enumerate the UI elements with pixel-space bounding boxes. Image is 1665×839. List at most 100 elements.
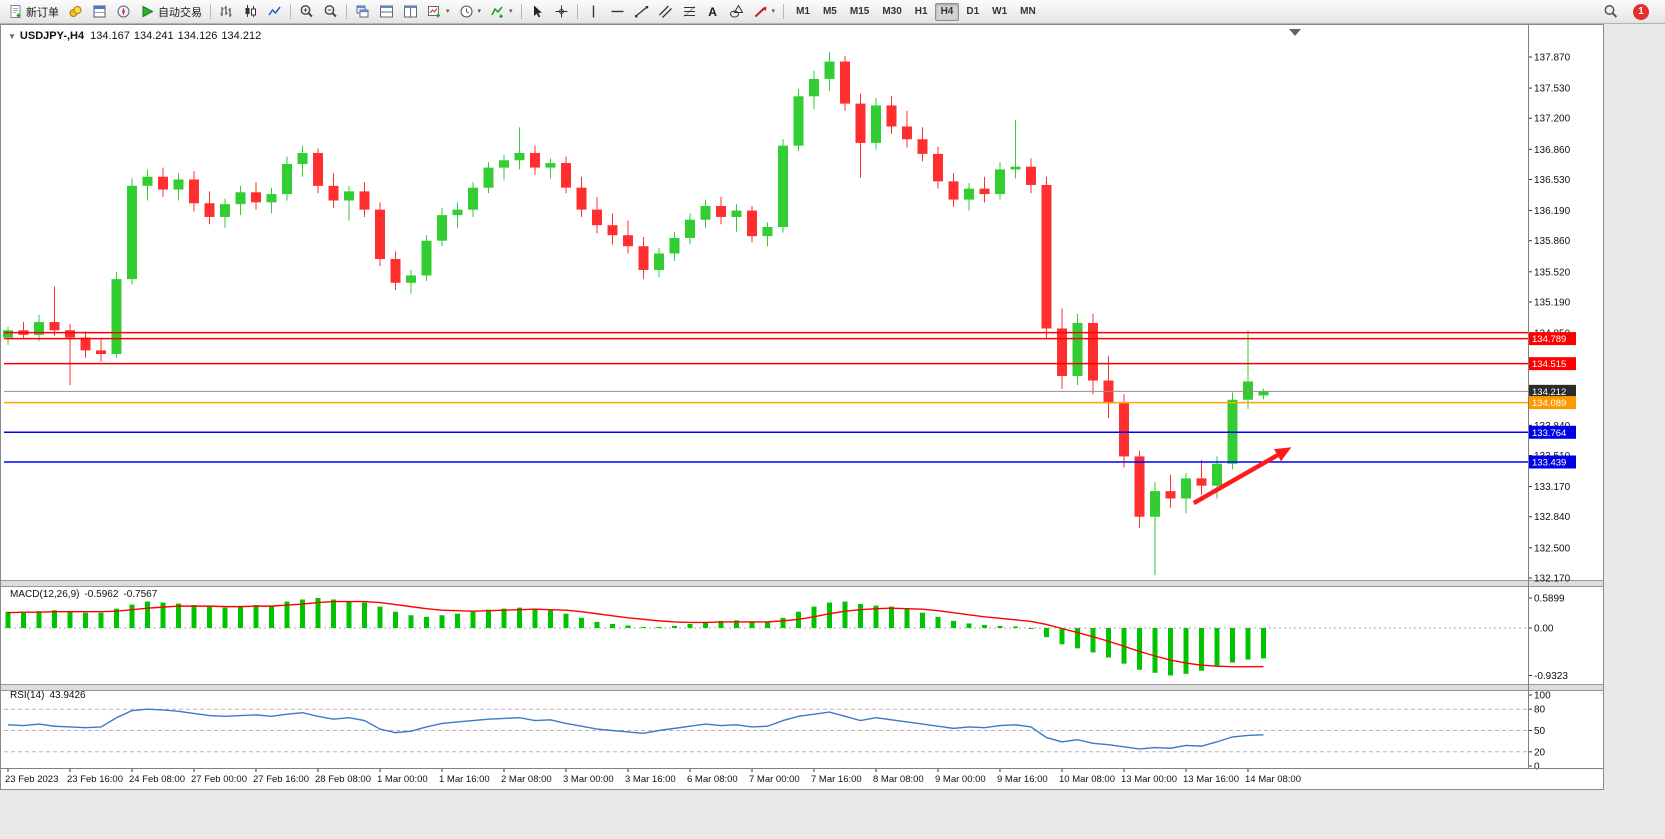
timeframe-button-mn[interactable]: MN [1014,3,1042,21]
svg-text:137.870: 137.870 [1534,53,1571,64]
bar-chart-icon [220,6,232,17]
indicator-icon [491,6,503,18]
vertical-line-button[interactable] [582,2,605,22]
search-icon [1604,4,1618,18]
indicators-button[interactable]: ▾ [486,2,517,22]
tile-horizontal-icon [380,5,393,18]
clock-icon [460,5,473,18]
svg-text:23 Feb 2023: 23 Feb 2023 [5,774,58,785]
fibonacci-icon [683,6,695,17]
svg-text:1 Mar 00:00: 1 Mar 00:00 [377,774,428,785]
timeframe-button-m15[interactable]: M15 [844,3,875,21]
timeframe-button-m1[interactable]: M1 [790,3,816,21]
svg-text:3 Mar 00:00: 3 Mar 00:00 [563,774,614,785]
compass-icon [117,5,130,18]
fibonacci-button[interactable] [678,2,701,22]
auto-trading-button[interactable]: 自动交易 [136,2,206,22]
horizontal-line-icon [611,10,624,13]
main-toolbar: 新订单 自动交易 ▾ ▾ [0,0,1665,24]
svg-text:134.212: 134.212 [1532,387,1566,398]
cursor-button[interactable] [526,2,549,22]
arrows-tool-button[interactable]: ▾ [749,2,780,22]
cursor-icon [533,5,542,18]
tile-horizontally-button[interactable] [375,2,398,22]
svg-text:2 Mar 08:00: 2 Mar 08:00 [501,774,552,785]
svg-text:27 Feb 16:00: 27 Feb 16:00 [253,774,309,785]
svg-text:134.789: 134.789 [1532,334,1566,345]
toolbar-separator [783,4,785,19]
text-tool-button[interactable]: A [702,2,724,22]
svg-text:136.860: 136.860 [1534,145,1571,156]
bar-chart-button[interactable] [215,2,238,22]
chart-title: ▼ USDJPY-,H4 134.167 134.241 134.126 134.212 [8,30,265,42]
trendline-button[interactable] [630,2,653,22]
chevron-down-icon: ▾ [446,8,450,15]
tile-vertical-icon [404,5,417,18]
svg-text:7 Mar 00:00: 7 Mar 00:00 [749,774,800,785]
equidistant-channel-button[interactable] [654,2,677,22]
candles-group [3,52,1269,576]
one-click-trading-toggle-icon[interactable]: ▼ [8,32,16,41]
timeframe-button-w1[interactable]: W1 [986,3,1013,21]
navigator-button[interactable] [112,2,135,22]
line-chart-icon [268,6,281,16]
price-axis: 137.870 137.530 137.200 136.860 136.530 136.1… [1528,53,1576,584]
timeframe-button-m5[interactable]: M5 [817,3,843,21]
arrow-object-icon [754,6,767,18]
candlestick-chart[interactable]: 137.870 137.530 137.200 136.860 136.530 136.1… [0,24,1604,790]
ohlc-open: 134.167 [90,30,130,42]
vertical-line-icon [592,5,594,18]
shapes-icon [729,4,743,18]
time-axis: 23 Feb 2023 23 Feb 16:00 24 Feb 08:00 27 Fe… [5,768,1301,785]
svg-text:135.860: 135.860 [1534,236,1571,247]
svg-text:-0.9323: -0.9323 [1534,671,1568,682]
zoom-out-button[interactable] [319,2,342,22]
candlestick-chart-button[interactable] [239,2,262,22]
candlestick-icon [245,5,256,17]
macd-name: MACD(12,26,9) [10,589,80,600]
zoom-in-button[interactable] [295,2,318,22]
zoom-out-icon [324,5,337,18]
cascade-windows-button[interactable] [351,2,374,22]
timeframe-button-h1[interactable]: H1 [909,3,934,21]
timeframe-toolbar: M1 M5 M15 M30 H1 H4 D1 W1 MN [790,2,1042,21]
new-order-button[interactable]: 新订单 [4,2,63,22]
toolbar-separator [520,4,522,19]
rsi-panel: 100 80 50 20 0 [4,691,1551,773]
new-chart-button[interactable]: ▾ [423,2,454,22]
cascade-windows-icon [356,5,369,18]
timeframe-button-m30[interactable]: M30 [876,3,907,21]
horizontal-line-button[interactable] [606,2,629,22]
horizontal-lines-group [4,331,1528,463]
rsi-panel-label: RSI(14) 43.9426 [10,690,91,701]
svg-text:133.764: 133.764 [1532,428,1566,439]
notification-badge[interactable]: 1 [1633,3,1649,20]
ohlc-close: 134.212 [221,30,262,42]
svg-text:23 Feb 16:00: 23 Feb 16:00 [67,774,123,785]
svg-text:132.500: 132.500 [1534,543,1571,554]
svg-text:10 Mar 08:00: 10 Mar 08:00 [1059,774,1115,785]
market-watch-button[interactable] [64,2,87,22]
tile-vertically-button[interactable] [399,2,422,22]
timeframe-button-d1[interactable]: D1 [960,3,985,21]
data-window-button[interactable] [88,2,111,22]
period-button[interactable]: ▾ [455,2,486,22]
svg-text:132.840: 132.840 [1534,512,1571,523]
trendline-icon [634,6,648,18]
svg-text:8 Mar 08:00: 8 Mar 08:00 [873,774,924,785]
crosshair-button[interactable] [550,2,573,22]
svg-text:80: 80 [1534,705,1546,716]
line-chart-button[interactable] [263,2,286,22]
svg-text:27 Feb 00:00: 27 Feb 00:00 [191,774,247,785]
svg-text:50: 50 [1534,726,1546,737]
auto-trading-label: 自动交易 [158,6,202,19]
svg-text:3 Mar 16:00: 3 Mar 16:00 [625,774,676,785]
toolbar-search-button[interactable] [1599,2,1623,22]
text-tool-label: A [708,4,717,19]
svg-text:0: 0 [1534,762,1540,773]
timeframe-button-h4[interactable]: H4 [934,2,960,21]
shapes-button[interactable] [725,2,748,22]
chart-shift-marker [1289,29,1301,36]
svg-text:14 Mar 08:00: 14 Mar 08:00 [1245,774,1301,785]
coins-icon [69,6,82,17]
